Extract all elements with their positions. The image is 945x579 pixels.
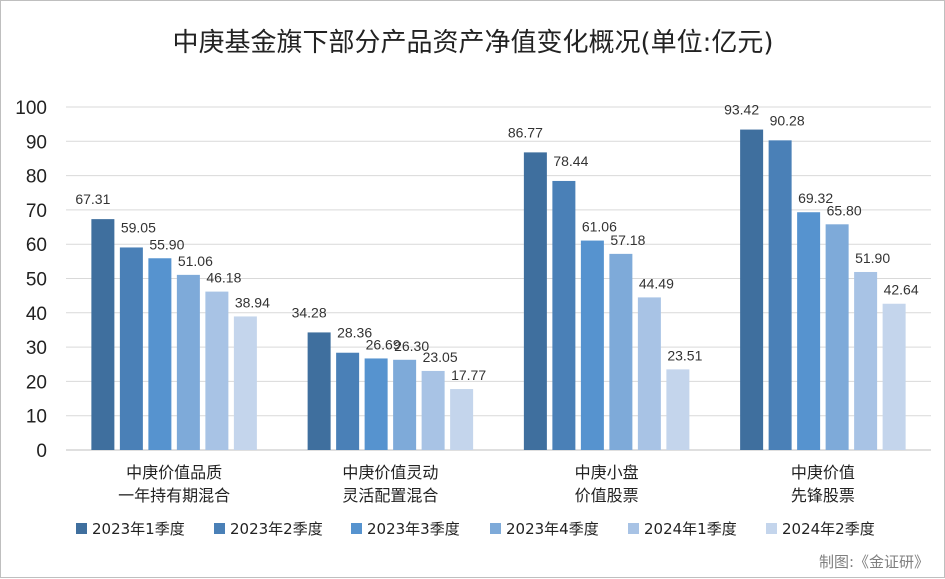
data-label: 51.90 — [855, 250, 890, 266]
y-tick-label: 50 — [26, 270, 47, 291]
bar — [825, 224, 849, 450]
legend-swatch — [628, 523, 639, 534]
y-tick-label: 80 — [26, 167, 47, 188]
y-tick-label: 90 — [26, 132, 47, 153]
chart-title: 中庚基金旗下部分产品资产净值变化概况(单位:亿元) — [172, 28, 773, 58]
legend: 2023年1季度 2023年2季度 2023年3季度 2023年4季度 2024年1季度… — [76, 520, 875, 538]
bar — [421, 370, 445, 450]
data-label: 86.77 — [508, 124, 543, 140]
bar — [609, 253, 633, 450]
legend-swatch — [76, 523, 87, 534]
bar — [580, 240, 604, 450]
data-label: 23.05 — [423, 349, 458, 365]
data-label: 28.36 — [337, 325, 372, 341]
y-tick-label: 40 — [26, 304, 47, 325]
data-label: 23.51 — [667, 347, 702, 363]
data-label: 78.44 — [553, 153, 588, 169]
bar — [854, 271, 878, 450]
bar — [176, 274, 200, 450]
bar — [666, 369, 690, 450]
bar — [552, 180, 576, 450]
legend-swatch — [766, 523, 777, 534]
bar — [882, 303, 906, 450]
legend-label: 2023年4季度 — [506, 520, 599, 538]
data-label: 26.30 — [394, 338, 429, 354]
legend-swatch — [490, 523, 501, 534]
data-label: 69.32 — [798, 190, 833, 206]
bar — [148, 258, 172, 450]
legend-swatch — [214, 523, 225, 534]
bar — [740, 129, 764, 450]
bar — [307, 332, 331, 450]
data-label: 65.80 — [827, 202, 862, 218]
data-label: 67.31 — [75, 191, 110, 207]
data-label: 93.42 — [724, 102, 759, 118]
category-label: 价值股票 — [575, 486, 639, 505]
category-label: 中庚小盘 — [575, 463, 639, 482]
bar — [364, 358, 388, 450]
y-tick-label: 10 — [26, 407, 47, 428]
bar — [450, 389, 474, 450]
bar — [336, 352, 360, 450]
bar — [393, 359, 417, 450]
bar — [205, 291, 229, 450]
bar — [637, 297, 661, 450]
data-label: 44.49 — [639, 275, 674, 291]
bar — [119, 247, 143, 450]
data-label: 55.90 — [149, 236, 184, 252]
legend-label: 2024年2季度 — [782, 520, 875, 538]
bar — [91, 219, 115, 450]
y-tick-label: 60 — [26, 235, 47, 256]
data-label: 34.28 — [292, 304, 327, 320]
bar — [523, 152, 547, 450]
bar-series-group — [91, 129, 906, 450]
data-label: 38.94 — [235, 294, 270, 310]
data-label: 90.28 — [770, 112, 805, 128]
y-tick-label: 70 — [26, 201, 47, 222]
legend-label: 2024年1季度 — [644, 520, 737, 538]
category-label: 先锋股票 — [791, 486, 855, 505]
data-label: 57.18 — [610, 232, 645, 248]
source-note: 制图:《金证研》 — [819, 553, 929, 571]
bar — [797, 212, 821, 450]
category-label: 中庚价值 — [791, 463, 855, 482]
data-label: 42.64 — [884, 282, 919, 298]
y-tick-label: 0 — [36, 441, 47, 462]
data-label: 51.06 — [178, 253, 213, 269]
category-label: 中庚价值品质 — [126, 463, 222, 482]
y-tick-label: 100 — [15, 98, 47, 119]
data-label: 61.06 — [582, 219, 617, 235]
data-label: 46.18 — [206, 270, 241, 286]
y-axis: 0 10 20 30 40 50 60 70 80 90 100 — [15, 98, 47, 462]
y-tick-label: 30 — [26, 338, 47, 359]
legend-label: 2023年3季度 — [367, 520, 460, 538]
bar — [768, 140, 792, 450]
y-tick-label: 20 — [26, 372, 47, 393]
category-label: 中庚价值灵动 — [342, 463, 438, 482]
data-labels: 67.31 34.28 86.77 93.42 59.05 28.36 78.44 90.28… — [75, 102, 918, 383]
category-label: 一年持有期混合 — [118, 486, 230, 505]
category-label: 灵活配置混合 — [342, 486, 438, 505]
data-label: 26.69 — [366, 336, 401, 352]
legend-label: 2023年2季度 — [230, 520, 323, 538]
data-label: 17.77 — [451, 367, 486, 383]
bar — [233, 316, 257, 450]
legend-swatch — [351, 523, 362, 534]
legend-label: 2023年1季度 — [92, 520, 185, 538]
data-label: 59.05 — [121, 219, 156, 235]
